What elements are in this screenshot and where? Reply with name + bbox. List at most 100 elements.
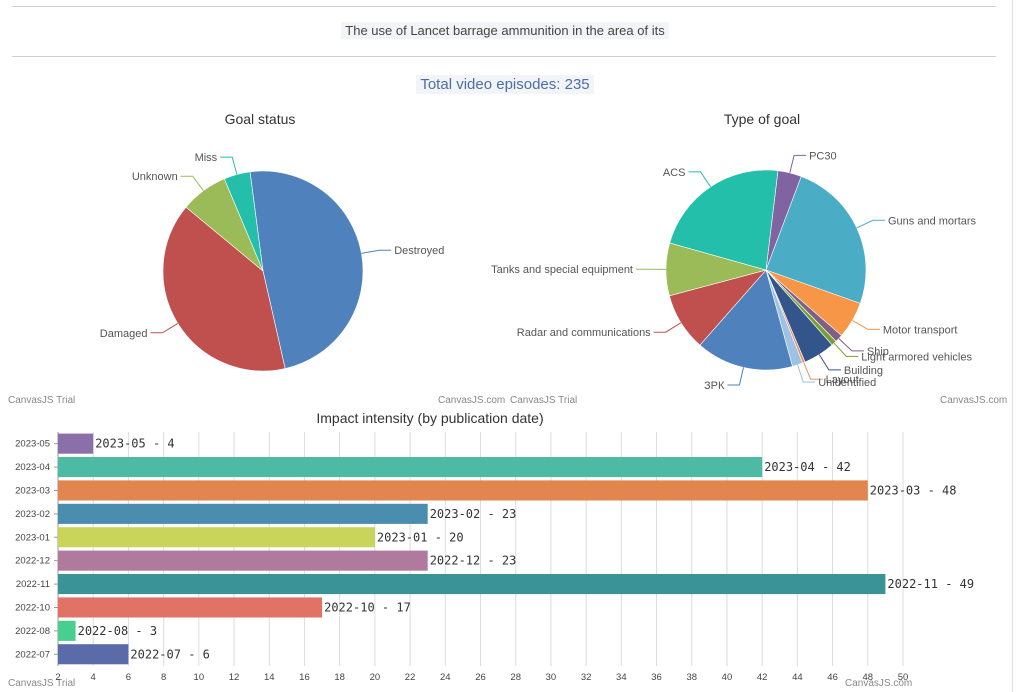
bar-2023-01[interactable] [58, 527, 375, 548]
x-tick-8: 8 [161, 672, 166, 683]
x-tick-32: 32 [581, 672, 592, 683]
x-tick-48: 48 [863, 672, 874, 683]
type-of-goal-leader- [727, 367, 744, 386]
x-tick-38: 38 [686, 672, 697, 683]
y-tick-2022-08: 2022-08 [15, 626, 50, 637]
goal-status-slice-damaged[interactable] [162, 206, 286, 372]
x-tick-42: 42 [757, 672, 768, 683]
type-of-goal-label-acs: ACS [663, 167, 686, 179]
type-of-goal-title: Type of goal [724, 111, 800, 127]
type-of-goal-slice-acs[interactable] [669, 169, 779, 271]
right-edge [1012, 0, 1013, 692]
data-label-2022-07: 2022-07 - 6 [130, 647, 209, 661]
x-tick-24: 24 [440, 672, 451, 683]
goal-status-leader-damaged [150, 322, 179, 334]
x-tick-34: 34 [616, 672, 627, 683]
x-tick-2: 2 [55, 672, 60, 683]
x-tick-4: 4 [91, 672, 96, 683]
canvasjs-site-credit-3: CanvasJS.com [845, 678, 913, 689]
type-of-goal-label-motor-transport: Motor transport [883, 324, 958, 336]
type-of-goal-leader-acs [688, 171, 711, 188]
type-of-goal-leader-ship [838, 338, 864, 352]
x-tick-12: 12 [229, 672, 240, 683]
bar-2023-04[interactable] [58, 457, 763, 478]
bar-2022-11[interactable] [58, 574, 886, 595]
x-tick-14: 14 [264, 672, 275, 683]
canvasjs-trial-credit-2: CanvasJS Trial [510, 395, 578, 406]
data-label-2023-04: 2023-04 - 42 [764, 460, 851, 474]
x-tick-44: 44 [792, 672, 803, 683]
goal-status-leader-destroyed [361, 249, 392, 254]
bar-2023-03[interactable] [58, 480, 868, 501]
bar-2022-07[interactable] [58, 644, 129, 665]
y-tick-2023-05: 2023-05 [15, 439, 50, 450]
total-video-episodes: Total video episodes: 235 [0, 75, 1010, 94]
canvasjs-site-credit-2: CanvasJS.com [940, 395, 1008, 406]
goal-status-slice-destroyed[interactable] [249, 170, 364, 369]
x-tick-18: 18 [334, 672, 345, 683]
y-tick-2022-11: 2022-11 [16, 579, 50, 590]
goal-status-leader-unknown [180, 175, 204, 191]
bar-2022-10[interactable] [58, 597, 323, 618]
type-of-goal-leader-motor-transport [852, 319, 880, 330]
bar-2023-02[interactable] [58, 503, 428, 524]
data-label-2022-11: 2022-11 - 49 [887, 577, 974, 591]
header-divider [12, 56, 996, 57]
goal-status-label-unknown: Unknown [132, 171, 178, 183]
x-tick-26: 26 [475, 672, 486, 683]
goal-status-label-damaged: Damaged [100, 328, 148, 340]
data-label-2022-12: 2022-12 - 23 [430, 554, 517, 568]
y-tick-2023-02: 2023-02 [15, 509, 50, 520]
data-label-2023-03: 2023-03 - 48 [870, 484, 957, 498]
type-of-goal-label-: ЗРК [704, 380, 725, 392]
top-divider [12, 6, 996, 7]
bar-2022-08[interactable] [58, 620, 76, 641]
type-of-goal-leader-guns-and-mortars [856, 219, 885, 229]
type-of-goal-label-layout: Layout [826, 374, 859, 386]
goal-status-leader-miss [220, 156, 238, 175]
y-tick-2023-01: 2023-01 [15, 532, 50, 543]
data-label-2022-08: 2022-08 - 3 [78, 624, 157, 638]
x-tick-20: 20 [370, 672, 381, 683]
type-of-goal-label-radar-and-communications: Radar and communications [517, 327, 651, 339]
x-tick-6: 6 [126, 672, 131, 683]
x-tick-16: 16 [299, 672, 310, 683]
x-tick-50: 50 [898, 672, 909, 683]
type-of-goal-label-unidentified: Unidentified [818, 377, 876, 389]
goal-status-label-miss: Miss [195, 152, 218, 164]
x-tick-30: 30 [546, 672, 557, 683]
canvasjs-site-credit: CanvasJS.com [438, 395, 506, 406]
y-tick-2022-10: 2022-10 [15, 603, 50, 614]
canvasjs-trial-credit-3: CanvasJS Trial [8, 678, 76, 689]
y-tick-2023-04: 2023-04 [15, 462, 50, 473]
type-of-goal-slice-guns-and-mortars[interactable] [765, 176, 867, 304]
data-label-2023-01: 2023-01 - 20 [377, 530, 464, 544]
bar-2023-05[interactable] [58, 433, 94, 454]
type-of-goal-leader-building [818, 354, 841, 371]
data-label-2023-05: 2023-05 - 4 [95, 437, 174, 451]
type-of-goal-leader-pc30 [789, 154, 807, 174]
goal-status-title: Goal status [225, 111, 296, 127]
impact-intensity-title: Impact intensity (by publication date) [316, 410, 543, 426]
type-of-goal-label-tanks-and-special-equipment: Tanks and special equipment [491, 264, 633, 276]
x-tick-28: 28 [510, 672, 521, 683]
goal-status-label-destroyed: Destroyed [394, 245, 444, 257]
x-tick-36: 36 [651, 672, 662, 683]
type-of-goal-label-building: Building [844, 365, 883, 377]
data-label-2022-10: 2022-10 - 17 [324, 601, 411, 615]
type-of-goal-leader-unidentified [797, 364, 816, 383]
x-tick-46: 46 [827, 672, 838, 683]
y-tick-2023-03: 2023-03 [15, 486, 50, 497]
x-tick-10: 10 [194, 672, 205, 683]
type-of-goal-label-light-armored-vehicles: Light armored vehicles [861, 351, 972, 363]
x-tick-22: 22 [405, 672, 416, 683]
canvasjs-trial-credit: CanvasJS Trial [8, 395, 76, 406]
bar-2022-12[interactable] [58, 550, 428, 571]
type-of-goal-label-ship: Ship [867, 346, 889, 358]
y-tick-2022-12: 2022-12 [15, 556, 50, 567]
y-tick-2022-07: 2022-07 [15, 649, 50, 660]
type-of-goal-label-pc30: PC30 [809, 150, 837, 162]
type-of-goal-label-guns-and-mortars: Guns and mortars [888, 215, 977, 227]
page-title: The use of Lancet barrage ammunition in … [0, 22, 1010, 39]
